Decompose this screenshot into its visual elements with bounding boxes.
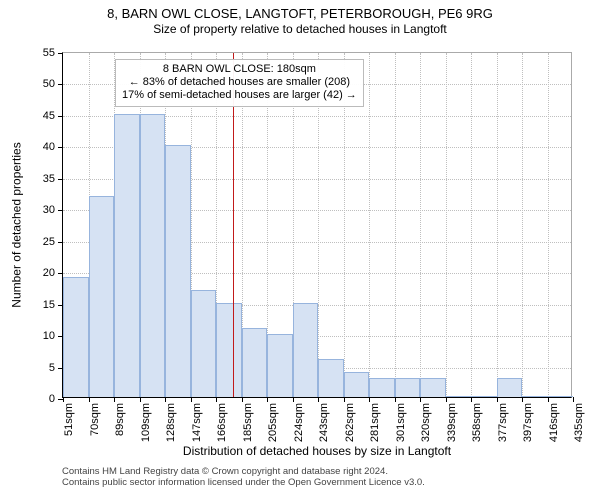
x-tick-label: 205sqm	[267, 403, 279, 442]
x-tick-label: 377sqm	[497, 403, 509, 442]
histogram-bar	[114, 114, 140, 397]
y-tick-label: 40	[43, 141, 63, 153]
histogram-plot-area: 051015202530354045505551sqm70sqm89sqm109…	[62, 52, 572, 398]
y-tick-label: 35	[43, 173, 63, 185]
y-tick-label: 25	[43, 236, 63, 248]
x-tick-label: 224sqm	[293, 403, 305, 442]
y-axis-label: Number of detached properties	[10, 52, 24, 398]
histogram-bar	[140, 114, 166, 397]
x-tick-label: 281sqm	[369, 403, 381, 442]
histogram-bar	[89, 196, 115, 397]
y-tick-label: 5	[49, 362, 63, 374]
y-tick-label: 15	[43, 299, 63, 311]
x-tick-label: 416sqm	[548, 403, 560, 442]
x-tick-label: 262sqm	[344, 403, 356, 442]
copyright-line-2: Contains public sector information licen…	[62, 477, 572, 488]
x-tick-label: 320sqm	[420, 403, 432, 442]
x-tick-label: 89sqm	[114, 403, 126, 436]
histogram-bar	[344, 372, 370, 397]
histogram-bar	[395, 378, 421, 397]
y-tick-label: 20	[43, 267, 63, 279]
copyright-line-1: Contains HM Land Registry data © Crown c…	[62, 466, 572, 477]
x-tick-label: 358sqm	[471, 403, 483, 442]
x-tick-label: 339sqm	[446, 403, 458, 442]
annotation-line-1: 8 BARN OWL CLOSE: 180sqm	[122, 63, 357, 76]
histogram-bar	[242, 328, 268, 397]
copyright-notice: Contains HM Land Registry data © Crown c…	[62, 466, 572, 489]
histogram-bar	[548, 396, 574, 397]
y-tick-label: 50	[43, 78, 63, 90]
x-tick-label: 166sqm	[216, 403, 228, 442]
chart-subtitle: Size of property relative to detached ho…	[0, 22, 600, 37]
x-tick-label: 301sqm	[395, 403, 407, 442]
histogram-bar	[471, 396, 497, 397]
x-tick-label: 70sqm	[89, 403, 101, 436]
x-tick-label: 185sqm	[242, 403, 254, 442]
x-axis-label: Distribution of detached houses by size …	[62, 444, 572, 458]
y-tick-label: 10	[43, 330, 63, 342]
y-tick-label: 30	[43, 204, 63, 216]
x-tick-label: 243sqm	[318, 403, 330, 442]
x-tick-label: 128sqm	[165, 403, 177, 442]
histogram-bar	[318, 359, 344, 397]
x-tick-label: 397sqm	[522, 403, 534, 442]
address-title: 8, BARN OWL CLOSE, LANGTOFT, PETERBOROUG…	[0, 6, 600, 22]
histogram-bar	[420, 378, 446, 397]
histogram-bar	[446, 396, 472, 397]
x-tick-label: 109sqm	[140, 403, 152, 442]
y-tick-label: 45	[43, 110, 63, 122]
y-tick-label: 0	[49, 393, 63, 405]
histogram-bar	[293, 303, 319, 397]
y-tick-label: 55	[43, 47, 63, 59]
histogram-bar	[165, 145, 191, 397]
x-tick-label: 147sqm	[191, 403, 203, 442]
histogram-bar	[267, 334, 293, 397]
x-tick-label: 51sqm	[63, 403, 75, 436]
histogram-bar	[216, 303, 242, 397]
histogram-bar	[369, 378, 395, 397]
x-tick-label: 435sqm	[573, 403, 585, 442]
histogram-bar	[522, 396, 548, 397]
histogram-bar	[497, 378, 523, 397]
annotation-line-2: ← 83% of detached houses are smaller (20…	[122, 76, 357, 89]
histogram-bar	[191, 290, 217, 397]
chart-header: 8, BARN OWL CLOSE, LANGTOFT, PETERBOROUG…	[0, 6, 600, 37]
annotation-line-3: 17% of semi-detached houses are larger (…	[122, 89, 357, 102]
histogram-bar	[63, 277, 89, 397]
annotation-box: 8 BARN OWL CLOSE: 180sqm← 83% of detache…	[115, 59, 364, 107]
